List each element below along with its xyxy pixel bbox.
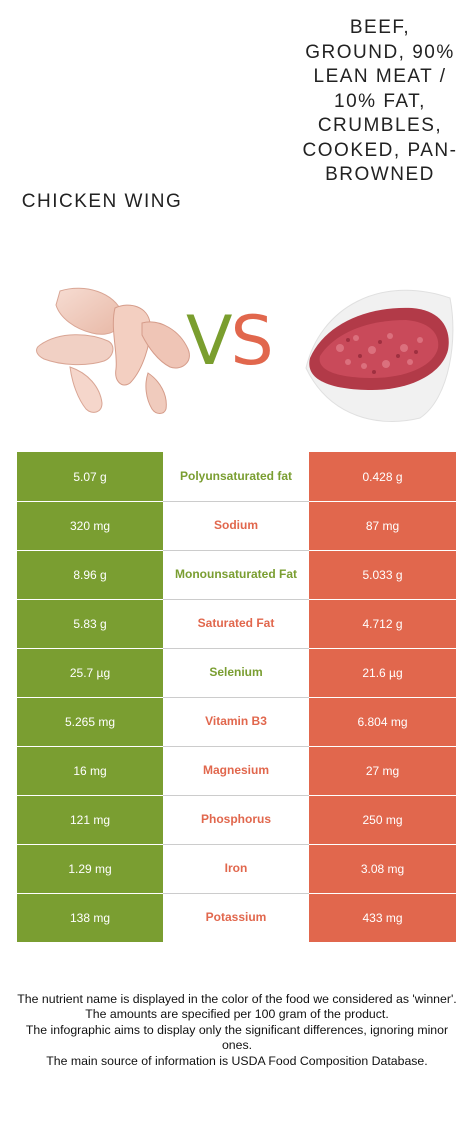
row-divider — [17, 501, 456, 502]
row-divider-mid — [163, 795, 309, 796]
row-divider-mid — [163, 844, 309, 845]
row-divider-mid — [163, 697, 309, 698]
nutrient-name: Iron — [163, 844, 309, 893]
left-food-value: 8.96 g — [17, 550, 163, 599]
vs-v: V — [186, 302, 233, 381]
right-food-value: 250 mg — [309, 795, 456, 844]
footer-line: The main source of information is USDA F… — [46, 1053, 428, 1068]
table-row: 5.83 g Saturated Fat 4.712 g — [17, 599, 456, 648]
row-divider-mid — [163, 501, 309, 502]
chicken-wing-image — [36, 287, 190, 414]
footer-line: The nutrient name is displayed in the co… — [17, 992, 457, 1006]
row-divider — [17, 648, 456, 649]
row-divider — [17, 795, 456, 796]
left-food-value: 5.83 g — [17, 599, 163, 648]
left-food-value: 16 mg — [17, 746, 163, 795]
table-row: 138 mg Potassium 433 mg — [17, 893, 456, 942]
right-food-title: Beef, ground, 90% lean meat / 10% fat, c… — [302, 17, 458, 185]
nutrient-name: Selenium — [163, 648, 309, 697]
row-divider-mid — [163, 648, 309, 649]
footer-notes: The nutrient name is displayed in the co… — [14, 992, 460, 1069]
row-divider-mid — [163, 599, 309, 600]
right-food-value: 4.712 g — [309, 599, 456, 648]
row-divider-mid — [163, 550, 309, 551]
table-row: 8.96 g Monounsaturated Fat 5.033 g — [17, 550, 456, 599]
right-food-value: 3.08 mg — [309, 844, 456, 893]
left-food-value: 5.265 mg — [17, 697, 163, 746]
right-food-value: 6.804 mg — [309, 697, 456, 746]
left-food-value: 5.07 g — [17, 452, 163, 501]
right-food-value: 27 mg — [309, 746, 456, 795]
left-food-value: 138 mg — [17, 893, 163, 942]
table-row: 320 mg Sodium 87 mg — [17, 501, 456, 550]
footer-line: The infographic aims to display only the… — [25, 1022, 449, 1053]
row-divider-mid — [163, 893, 309, 894]
table-row: 5.07 g Polyunsaturated fat 0.428 g — [17, 452, 456, 501]
nutrient-name: Sodium — [163, 501, 309, 550]
nutrient-comparison-table: 5.07 g Polyunsaturated fat 0.428 g 320 mg So… — [17, 452, 456, 942]
nutrient-name: Magnesium — [163, 746, 309, 795]
table-row: 1.29 mg Iron 3.08 mg — [17, 844, 456, 893]
row-divider — [17, 844, 456, 845]
row-divider-mid — [163, 746, 309, 747]
left-food-value: 1.29 mg — [17, 844, 163, 893]
right-food-value: 433 mg — [309, 893, 456, 942]
table-row: 16 mg Magnesium 27 mg — [17, 746, 456, 795]
footer-line: The amounts are specified per 100 gram o… — [85, 1007, 389, 1022]
vs-s: S — [230, 302, 274, 381]
right-food-value: 0.428 g — [309, 452, 456, 501]
right-food-value: 5.033 g — [309, 550, 456, 599]
left-food-value: 121 mg — [17, 795, 163, 844]
left-food-value: 320 mg — [17, 501, 163, 550]
left-food-title: Chicken wing — [21, 191, 183, 212]
table-row: 5.265 mg Vitamin B3 6.804 mg — [17, 697, 456, 746]
row-divider — [17, 746, 456, 747]
nutrient-name: Monounsaturated Fat — [163, 550, 309, 599]
table-row: 25.7 µg Selenium 21.6 µg — [17, 648, 456, 697]
ground-beef-image — [305, 289, 454, 422]
nutrient-name: Polyunsaturated fat — [163, 452, 309, 501]
row-divider — [17, 550, 456, 551]
row-divider — [17, 697, 456, 698]
left-food-value: 25.7 µg — [17, 648, 163, 697]
nutrient-name: Vitamin B3 — [163, 697, 309, 746]
nutrient-name: Phosphorus — [163, 795, 309, 844]
vs-label: VS — [186, 302, 274, 382]
nutrient-name: Potassium — [163, 893, 309, 942]
right-food-value: 21.6 µg — [309, 648, 456, 697]
table-row: 121 mg Phosphorus 250 mg — [17, 795, 456, 844]
row-divider — [17, 893, 456, 894]
nutrient-name: Saturated Fat — [163, 599, 309, 648]
right-food-value: 87 mg — [309, 501, 456, 550]
row-divider — [17, 599, 456, 600]
